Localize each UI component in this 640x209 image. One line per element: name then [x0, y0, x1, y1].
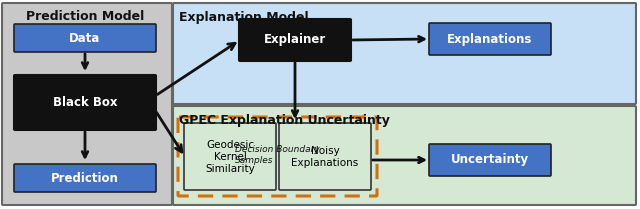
Text: Prediction: Prediction [51, 172, 119, 185]
FancyBboxPatch shape [14, 24, 156, 52]
Text: Explainer: Explainer [264, 33, 326, 46]
FancyBboxPatch shape [429, 144, 551, 176]
Text: Explanations: Explanations [447, 33, 532, 46]
Text: GPEC Explanation Uncertainty: GPEC Explanation Uncertainty [179, 114, 390, 127]
Text: Uncertainty: Uncertainty [451, 153, 529, 167]
Text: Prediction Model: Prediction Model [26, 10, 144, 23]
Text: Geodesic
Kernel
Similarity: Geodesic Kernel Similarity [205, 140, 255, 174]
Text: Explanation Model: Explanation Model [179, 11, 308, 24]
Text: Decision Boundary
Samples: Decision Boundary Samples [235, 145, 320, 165]
FancyBboxPatch shape [173, 106, 636, 205]
FancyBboxPatch shape [173, 3, 636, 104]
FancyBboxPatch shape [279, 123, 371, 190]
Text: Noisy
Explanations: Noisy Explanations [291, 146, 358, 168]
FancyBboxPatch shape [14, 75, 156, 130]
Text: Black Box: Black Box [52, 97, 117, 110]
Text: Data: Data [69, 32, 100, 45]
FancyBboxPatch shape [184, 123, 276, 190]
FancyBboxPatch shape [2, 3, 172, 205]
FancyBboxPatch shape [429, 23, 551, 55]
FancyBboxPatch shape [239, 19, 351, 61]
FancyBboxPatch shape [14, 164, 156, 192]
